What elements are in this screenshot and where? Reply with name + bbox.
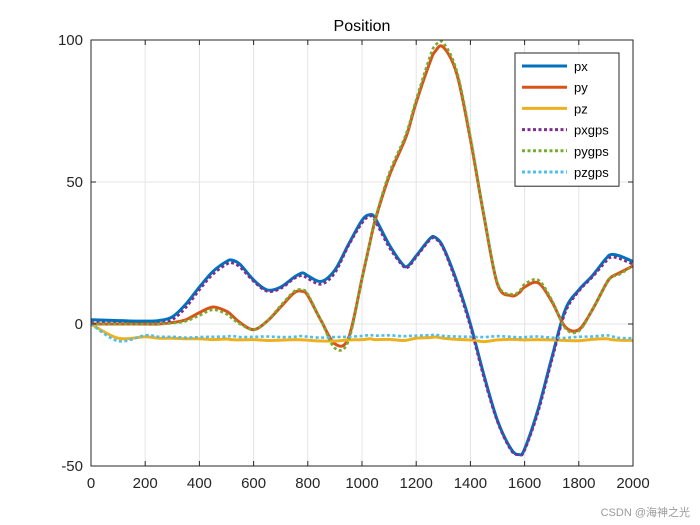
legend-label-pz: pz — [574, 101, 588, 116]
series-line-pzgps — [90, 322, 634, 343]
x-tick-label: 400 — [187, 475, 212, 492]
x-tick-label: 1600 — [508, 475, 541, 492]
y-tick-label: -50 — [61, 458, 83, 475]
y-tick-label: 0 — [75, 316, 83, 333]
watermark-text: CSDN @海神之光 — [601, 505, 690, 519]
x-tick-label: 1800 — [562, 475, 595, 492]
chart-title: Position — [334, 18, 391, 35]
x-tick-label: 200 — [133, 475, 158, 492]
y-axis-ticks: -50 0 50 100 — [58, 32, 633, 475]
legend: px py pz pxgps pygps pzgps — [514, 52, 620, 187]
x-tick-label: 600 — [241, 475, 266, 492]
series-line-px — [90, 213, 634, 457]
series-line-pz — [90, 322, 634, 344]
y-tick-label: 50 — [66, 174, 83, 191]
legend-items: px py pz pxgps pygps pzgps — [522, 59, 609, 180]
x-tick-label: 1400 — [454, 475, 487, 492]
x-tick-label: 2000 — [616, 475, 649, 492]
x-axis-ticks: 0 200 400 600 800 1000 1200 1400 1600 1800 2000 — [87, 40, 650, 492]
x-tick-label: 800 — [295, 475, 320, 492]
series-lines — [90, 39, 634, 457]
y-tick-label: 100 — [58, 32, 83, 49]
x-tick-label: 0 — [87, 475, 95, 492]
legend-label-pzgps: pzgps — [574, 165, 609, 180]
legend-label-px: px — [574, 59, 588, 74]
legend-box — [514, 52, 620, 187]
series-line-pxgps — [90, 214, 634, 457]
x-tick-label: 1000 — [345, 475, 378, 492]
x-tick-label: 1200 — [400, 475, 433, 492]
legend-label-pygps: pygps — [574, 144, 609, 159]
legend-label-pxgps: pxgps — [574, 123, 609, 138]
legend-label-py: py — [574, 80, 588, 95]
series-line-pygps — [91, 39, 634, 352]
